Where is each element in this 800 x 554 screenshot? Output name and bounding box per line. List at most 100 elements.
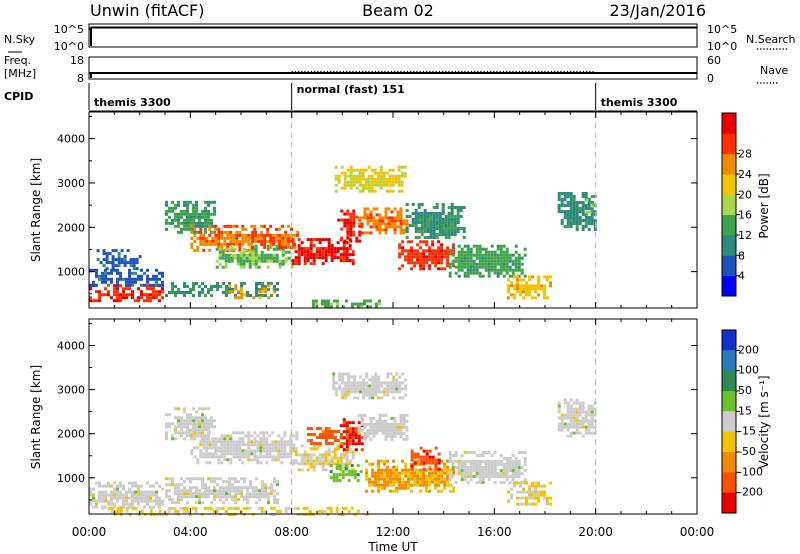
velocity-cell <box>339 462 343 466</box>
power-cell <box>444 224 448 227</box>
velocity-cell <box>434 486 438 490</box>
power-cell <box>450 209 454 212</box>
power-cell <box>240 285 243 288</box>
power-cell <box>232 242 236 246</box>
velocity-cell <box>300 444 304 448</box>
velocity-cell <box>186 489 189 493</box>
velocity-cell <box>380 459 384 463</box>
velocity-cell <box>371 393 375 397</box>
velocity-cell <box>381 419 385 423</box>
power-cell <box>426 224 430 227</box>
velocity-cell <box>190 437 194 441</box>
power-cell <box>251 245 255 249</box>
power-cell <box>361 177 365 181</box>
velocity-cell <box>312 468 316 472</box>
power-cell <box>92 268 95 272</box>
power-cell <box>358 174 362 178</box>
velocity-cell <box>208 431 212 435</box>
velocity-cell <box>110 499 113 503</box>
velocity-cell <box>207 434 210 438</box>
velocity-cell <box>330 459 334 463</box>
velocity-cell <box>174 492 177 496</box>
power-cbar-tick-label: 24 <box>738 168 752 181</box>
power-cell <box>375 213 379 217</box>
velocity-cell <box>383 393 387 397</box>
power-cell <box>171 209 174 213</box>
power-cell <box>140 293 143 297</box>
velocity-cell <box>402 425 406 429</box>
power-cell <box>517 256 521 260</box>
power-cell <box>348 244 352 248</box>
velocity-cell <box>387 425 391 429</box>
velocity-cell <box>351 421 355 425</box>
velocity-cell <box>523 478 527 481</box>
power-cell <box>131 290 134 294</box>
velocity-cell <box>271 431 275 435</box>
power-cell <box>460 253 464 257</box>
velocity-cell <box>125 499 128 503</box>
velocity-cell <box>472 475 476 478</box>
power-cell <box>174 212 177 216</box>
power-cell <box>560 210 564 213</box>
freq-panel: Freq. [MHz] 18 8 60 0 Nave <box>4 54 788 85</box>
velocity-cell <box>131 493 134 497</box>
power-cell <box>89 299 92 303</box>
velocity-cell <box>146 490 149 494</box>
velocity-cell <box>205 455 209 459</box>
velocity-cell <box>330 442 334 445</box>
power-cell <box>272 247 276 251</box>
velocity-cell <box>371 381 375 385</box>
velocity-cell <box>210 422 213 426</box>
power-cell <box>247 233 251 237</box>
velocity-cell <box>590 413 594 417</box>
power-cell <box>572 198 576 201</box>
power-cell <box>566 201 570 204</box>
power-cell <box>193 248 197 252</box>
velocity-cell <box>338 384 342 388</box>
velocity-cell <box>238 443 242 447</box>
velocity-cell <box>237 489 240 493</box>
velocity-cell <box>329 470 333 474</box>
power-cell <box>514 259 518 263</box>
velocity-cell <box>377 486 381 490</box>
power-cell <box>410 240 414 244</box>
power-cell <box>444 218 448 221</box>
power-cell <box>453 218 457 221</box>
power-cell <box>490 259 494 263</box>
power-cell <box>248 256 252 260</box>
velocity-cell <box>344 390 348 394</box>
velocity-cell <box>329 476 333 480</box>
power-cell <box>349 227 353 231</box>
velocity-cell <box>222 489 225 493</box>
velocity-cell <box>140 493 143 497</box>
velocity-cell <box>386 459 390 463</box>
power-cell <box>257 239 261 243</box>
power-cell <box>315 247 319 251</box>
velocity-cell <box>493 451 497 454</box>
velocity-cell <box>339 456 343 460</box>
power-cell <box>146 274 149 278</box>
power-cell <box>446 255 450 259</box>
velocity-cell <box>566 422 570 426</box>
velocity-cell <box>226 446 230 450</box>
power-cell <box>356 305 360 309</box>
velocity-cell <box>177 501 180 505</box>
velocity-cell <box>232 455 236 459</box>
velocity-cell <box>380 384 384 388</box>
velocity-cell <box>202 440 206 444</box>
power-cell <box>257 259 261 263</box>
velocity-cell <box>377 465 381 469</box>
velocity-cell <box>516 502 519 506</box>
power-cell <box>254 230 258 234</box>
velocity-cell <box>466 472 470 475</box>
velocity-cell <box>377 378 381 382</box>
velocity-cell <box>214 440 218 444</box>
power-cell <box>438 233 442 236</box>
power-cell <box>311 305 315 309</box>
velocity-cell <box>410 458 414 462</box>
power-cell <box>456 230 460 233</box>
power-cell <box>585 210 589 214</box>
power-cell <box>196 236 200 240</box>
velocity-cell <box>466 460 470 463</box>
velocity-cell <box>407 486 411 490</box>
